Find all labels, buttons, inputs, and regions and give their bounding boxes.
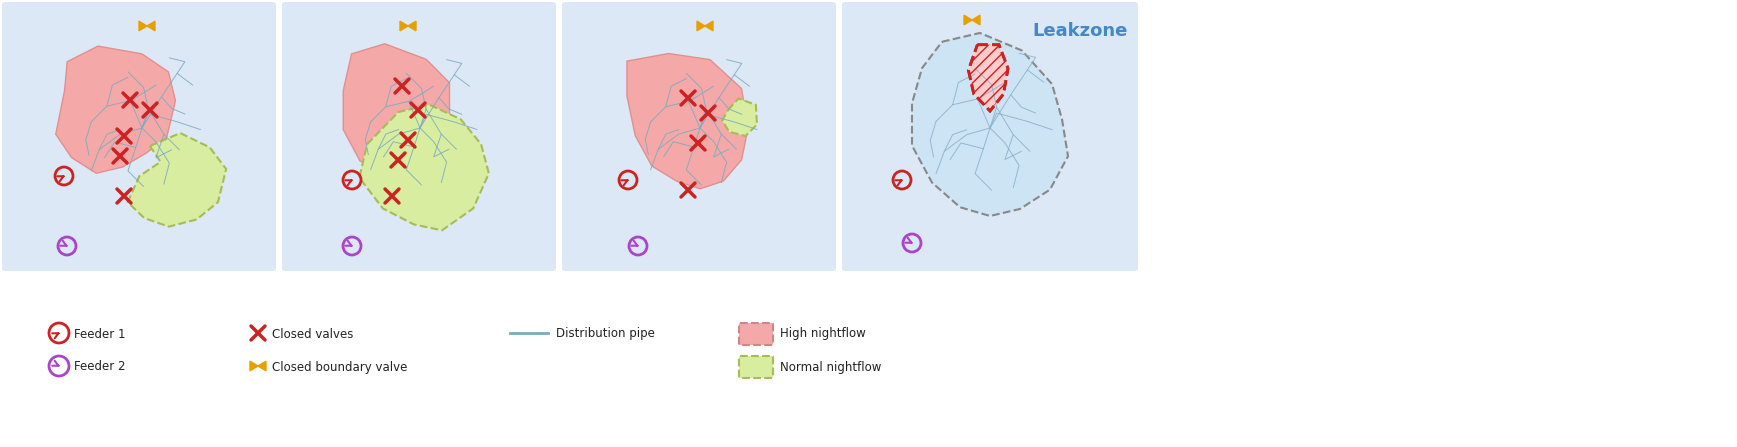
Polygon shape — [705, 21, 712, 31]
Polygon shape — [259, 361, 266, 371]
Text: Closed boundary valve: Closed boundary valve — [273, 360, 408, 374]
Polygon shape — [139, 21, 148, 31]
Text: Closed valves: Closed valves — [273, 328, 353, 341]
Polygon shape — [344, 44, 450, 175]
Text: Distribution pipe: Distribution pipe — [556, 328, 655, 341]
FancyBboxPatch shape — [281, 2, 556, 271]
Polygon shape — [969, 45, 1007, 111]
Text: Leakzone: Leakzone — [1032, 22, 1127, 40]
FancyBboxPatch shape — [738, 356, 773, 378]
Polygon shape — [250, 361, 259, 371]
FancyBboxPatch shape — [738, 323, 773, 345]
Text: Feeder 2: Feeder 2 — [75, 360, 125, 374]
Polygon shape — [912, 33, 1068, 216]
Polygon shape — [400, 21, 408, 31]
Polygon shape — [697, 21, 705, 31]
Polygon shape — [723, 98, 757, 136]
FancyBboxPatch shape — [842, 2, 1138, 271]
Polygon shape — [56, 46, 175, 173]
Polygon shape — [408, 21, 415, 31]
Polygon shape — [627, 54, 749, 189]
Text: High nightflow: High nightflow — [780, 328, 865, 341]
Text: Normal nightflow: Normal nightflow — [780, 360, 881, 374]
Polygon shape — [964, 15, 973, 25]
Polygon shape — [360, 105, 488, 230]
Polygon shape — [129, 133, 226, 227]
Polygon shape — [148, 21, 155, 31]
Text: Feeder 1: Feeder 1 — [75, 328, 125, 341]
FancyBboxPatch shape — [563, 2, 835, 271]
Polygon shape — [973, 15, 980, 25]
FancyBboxPatch shape — [2, 2, 276, 271]
